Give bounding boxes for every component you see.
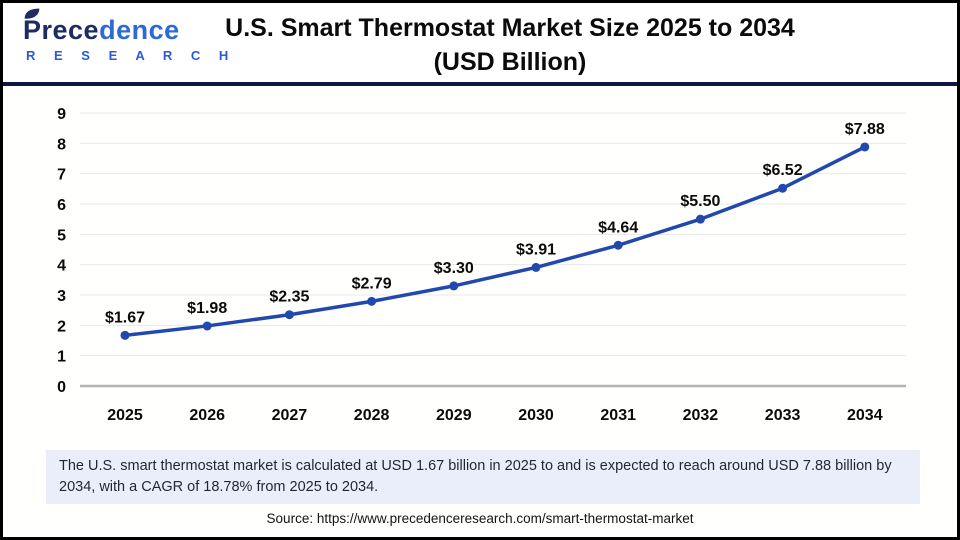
- data-point-label: $6.52: [763, 162, 803, 179]
- x-tick-label: 2026: [189, 407, 225, 424]
- y-tick-label: 4: [57, 258, 66, 275]
- x-tick-label: 2029: [436, 407, 472, 424]
- logo-text-dence: dence: [99, 15, 180, 45]
- data-point-label: $1.67: [105, 309, 145, 326]
- x-tick-label: 2031: [600, 407, 636, 424]
- logo-wordmark: Precedence: [23, 8, 243, 45]
- data-point: [778, 183, 788, 193]
- data-point-label: $3.91: [516, 241, 556, 258]
- data-point-label: $1.98: [187, 300, 227, 317]
- title-block: U.S. Smart Thermostat Market Size 2025 t…: [73, 11, 947, 79]
- data-point: [613, 240, 623, 250]
- data-point: [202, 321, 212, 331]
- x-tick-label: 2027: [272, 407, 308, 424]
- data-point: [695, 214, 705, 224]
- data-point-label: $2.79: [352, 275, 392, 292]
- data-point: [284, 310, 294, 320]
- data-point: [531, 262, 541, 272]
- logo-text-research: R E S E A R C H: [26, 48, 236, 63]
- data-point: [449, 281, 459, 291]
- series-line: [123, 145, 867, 338]
- y-tick-label: 2: [57, 318, 66, 335]
- data-point-label: $7.88: [845, 121, 885, 138]
- header-divider: [3, 82, 957, 86]
- data-point: [367, 296, 377, 306]
- data-point: [860, 142, 870, 152]
- x-tick-label: 2032: [683, 407, 719, 424]
- x-tick-label: 2025: [107, 407, 143, 424]
- line-chart: 0 1 2 3 4 5 6 7 8 9 2025 2026 2027 2028 2029 2030 2031 20…: [57, 106, 906, 424]
- y-tick-label: 0: [57, 379, 66, 396]
- leaf-icon: [24, 8, 40, 19]
- data-point-label: $4.64: [598, 219, 638, 236]
- y-tick-label: 1: [57, 349, 66, 366]
- page-title: U.S. Smart Thermostat Market Size 2025 t…: [225, 14, 795, 42]
- data-point: [120, 330, 130, 340]
- source-text: Source: https://www.precedenceresearch.c…: [266, 511, 694, 526]
- data-point-label: $3.30: [434, 260, 474, 277]
- y-tick-label: 6: [57, 197, 66, 214]
- data-point-label: $5.50: [680, 193, 720, 210]
- x-tick-label: 2034: [847, 407, 883, 424]
- x-tick-label: 2033: [765, 407, 801, 424]
- precedence-research-logo: Precedence R E S E A R C H: [23, 8, 243, 63]
- y-tick-label: 5: [57, 227, 66, 244]
- header: Precedence R E S E A R C H U.S. Smart Th…: [3, 3, 957, 83]
- y-tick-label: 8: [57, 136, 66, 153]
- page-subtitle: (USD Billion): [433, 48, 587, 76]
- y-tick-label: 3: [57, 288, 66, 305]
- logo-text-prece: Prece: [23, 15, 100, 45]
- x-tick-label: 2030: [518, 407, 554, 424]
- x-tick-label: 2028: [354, 407, 390, 424]
- summary-note: The U.S. smart thermostat market is calc…: [46, 450, 920, 504]
- y-tick-label: 9: [57, 106, 66, 123]
- data-point-label: $2.35: [269, 289, 309, 306]
- y-tick-label: 7: [57, 167, 66, 184]
